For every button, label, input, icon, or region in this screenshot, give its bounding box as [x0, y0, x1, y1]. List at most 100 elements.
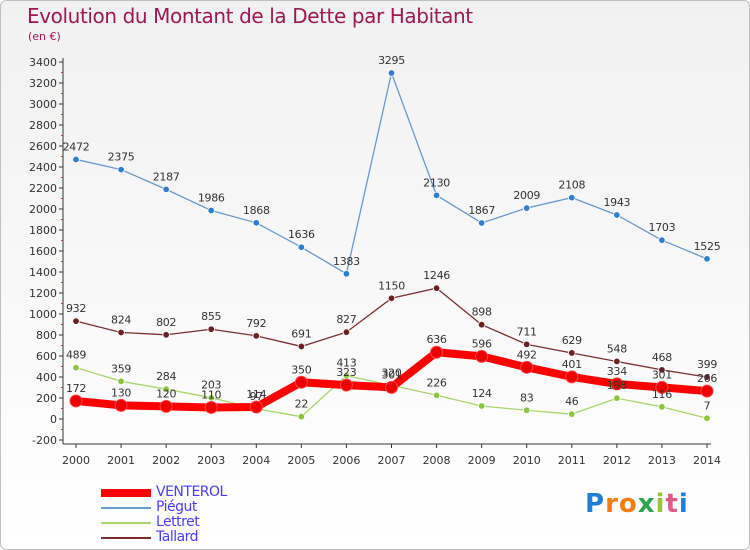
data-point-tallard [613, 357, 621, 366]
data-point-lettret [523, 406, 531, 414]
y-tick-label: 400 [36, 371, 57, 384]
data-point-lettret [72, 363, 80, 372]
data-label-venterol: 334 [607, 365, 627, 378]
x-tick-label: 2000 [62, 454, 90, 467]
data-label-piegut: 1383 [333, 255, 360, 268]
data-point-venterol [339, 378, 353, 392]
chart-subtitle: (en €) [28, 30, 61, 43]
data-label-piegut: 1943 [603, 196, 630, 209]
x-tick-label: 2002 [152, 454, 180, 467]
data-label-tallard: 932 [66, 302, 86, 315]
data-point-tallard [297, 342, 306, 351]
data-label-tallard: 399 [697, 358, 717, 371]
y-tick-label: 2600 [29, 140, 57, 153]
data-label-piegut: 1703 [649, 221, 676, 234]
data-point-venterol [700, 384, 714, 398]
x-tick-label: 2009 [468, 454, 496, 467]
y-tick-label: 2400 [29, 161, 57, 174]
x-tick-label: 2011 [558, 454, 586, 467]
data-point-piegut [252, 219, 260, 227]
data-label-tallard: 855 [201, 310, 221, 323]
data-point-lettret [658, 403, 666, 411]
x-tick-label: 2006 [332, 454, 360, 467]
data-point-piegut [117, 165, 125, 174]
data-label-lettret: 97 [250, 390, 264, 403]
data-point-tallard [72, 317, 80, 325]
series-markers [69, 69, 714, 422]
data-point-piegut [477, 219, 486, 227]
data-point-tallard [162, 331, 170, 339]
data-label-piegut: 1636 [288, 228, 315, 241]
data-label-piegut: 1986 [198, 191, 225, 204]
y-tick-label: 1600 [29, 245, 57, 258]
legend-swatch-venterol [101, 489, 151, 497]
data-label-lettret: 83 [520, 391, 534, 404]
data-label-venterol: 114 [246, 388, 266, 401]
data-point-venterol [114, 398, 128, 412]
y-tick-label: 1000 [29, 308, 57, 321]
y-tick-label: 200 [36, 392, 57, 405]
data-point-piegut [387, 69, 396, 77]
data-label-piegut: 2130 [423, 176, 450, 189]
data-label-piegut: 3295 [378, 54, 405, 67]
x-tick-label: 2014 [693, 454, 721, 467]
data-label-tallard: 824 [111, 313, 131, 326]
data-label-lettret: 124 [472, 387, 492, 400]
y-tick-label: 2000 [29, 203, 57, 216]
data-label-venterol: 172 [66, 382, 86, 395]
legend-swatch-tallard [101, 537, 151, 539]
x-tick-label: 2013 [648, 454, 676, 467]
data-point-tallard [207, 325, 215, 333]
data-point-piegut [207, 206, 215, 215]
data-point-piegut [523, 204, 531, 212]
data-label-tallard: 1150 [378, 279, 405, 292]
data-label-lettret: 284 [156, 370, 176, 383]
data-point-tallard [432, 284, 441, 292]
data-label-lettret: 198 [607, 379, 627, 392]
data-point-tallard [117, 328, 125, 337]
data-point-piegut [613, 211, 621, 219]
data-point-piegut [568, 193, 576, 202]
logo-letter: i [678, 489, 689, 519]
x-tick-label: 2008 [423, 454, 451, 467]
data-label-venterol: 301 [381, 368, 401, 381]
data-label-venterol: 350 [291, 363, 311, 376]
data-label-venterol: 130 [111, 386, 131, 399]
y-tick-label: 3200 [29, 77, 57, 90]
data-point-piegut [72, 155, 80, 164]
data-point-lettret [117, 377, 125, 386]
data-label-venterol: 323 [336, 366, 356, 379]
y-tick-label: 800 [36, 329, 57, 342]
data-label-tallard: 629 [562, 334, 582, 347]
data-point-venterol [475, 349, 489, 363]
legend-label-piegut: Piégut [156, 499, 197, 515]
data-point-piegut [703, 255, 711, 263]
data-point-tallard [477, 321, 486, 329]
data-label-piegut: 1525 [694, 240, 721, 253]
y-tick-label: 1400 [29, 266, 57, 279]
data-point-venterol [159, 399, 173, 413]
data-label-tallard: 898 [472, 306, 492, 319]
data-label-lettret: 489 [66, 349, 86, 362]
y-tick-label: 0 [50, 413, 57, 426]
legend-label-tallard: Tallard [156, 529, 199, 545]
data-label-venterol: 596 [472, 337, 492, 350]
data-label-tallard: 468 [652, 351, 672, 364]
x-tick-label: 2004 [242, 454, 270, 467]
data-label-tallard: 548 [607, 342, 627, 355]
data-label-lettret: 7 [704, 399, 711, 412]
data-labels: 2472 2375 2187 1986 1868 1636 1383 3295 2130 1867… [63, 54, 721, 412]
data-point-venterol [430, 345, 444, 359]
data-point-tallard [658, 366, 666, 374]
data-point-venterol [610, 377, 624, 391]
data-label-tallard: 802 [156, 316, 176, 329]
data-point-piegut [162, 185, 170, 194]
y-tick-label: 600 [36, 350, 57, 363]
x-tick-label: 2010 [513, 454, 541, 467]
legend-label-lettret: Lettret [156, 514, 200, 530]
data-label-lettret: 226 [427, 376, 447, 389]
legend-swatch-lettret [101, 522, 151, 524]
legend-swatch-piegut [101, 507, 151, 509]
data-point-venterol [655, 380, 669, 394]
